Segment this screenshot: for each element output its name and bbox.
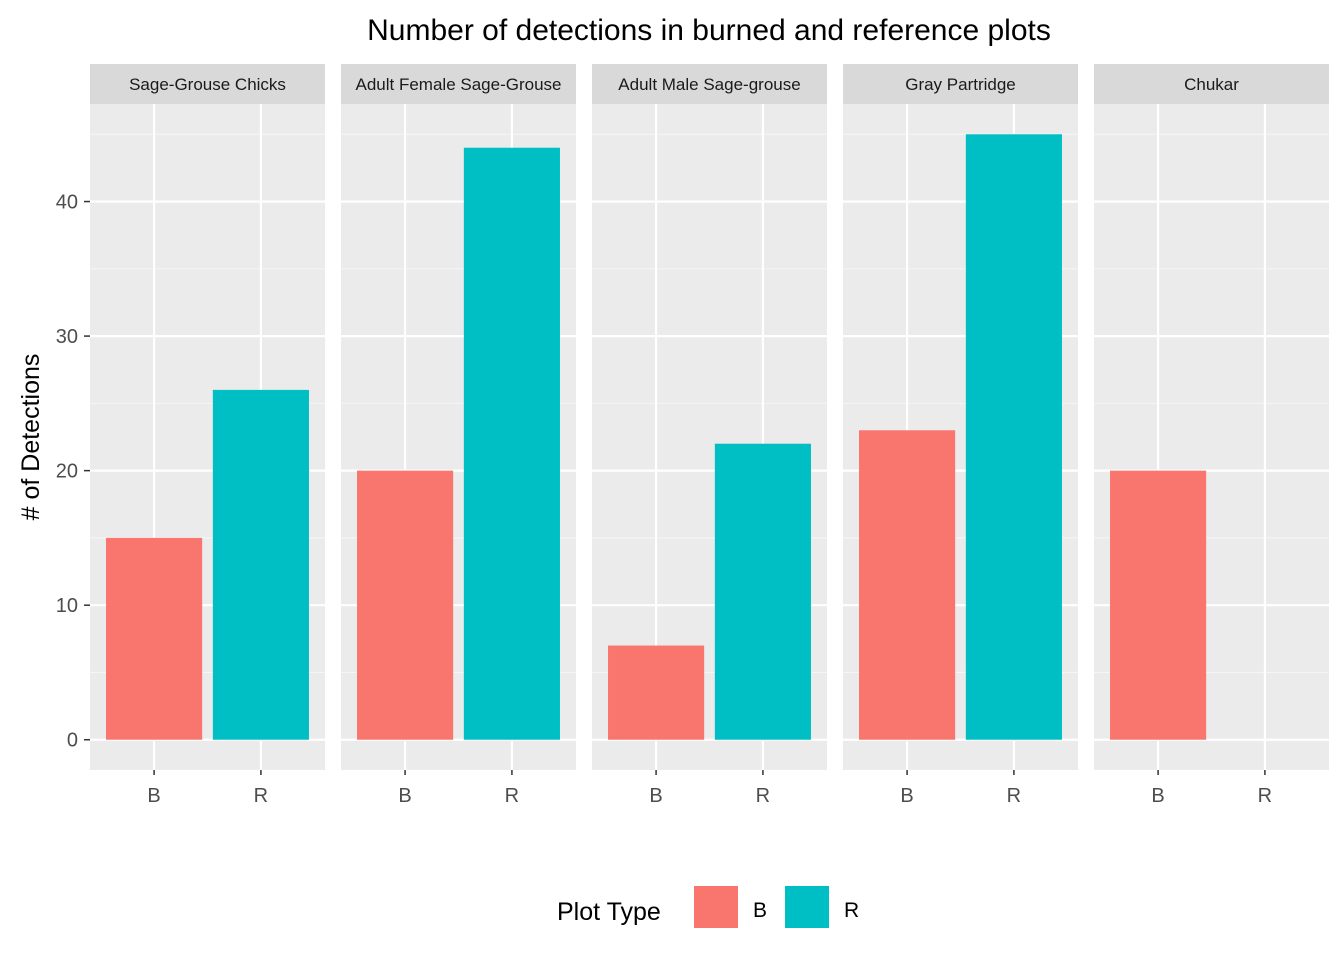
y-tick-label: 20 (56, 461, 78, 483)
bar-R (463, 147, 560, 740)
bar-B (106, 537, 203, 740)
bar-R (212, 389, 309, 740)
x-tick-label: B (900, 785, 913, 807)
x-tick-label: R (505, 785, 519, 807)
bar-B (357, 470, 454, 740)
legend-item-label: B (753, 899, 767, 922)
bar-B (608, 645, 705, 740)
legend-key-R (785, 886, 829, 928)
x-tick-label: R (1007, 785, 1021, 807)
facet-panel: Chukar B R (1094, 64, 1329, 807)
x-tick-label: R (254, 785, 268, 807)
legend-title: Plot Type (557, 898, 661, 926)
facet-strip (843, 64, 1078, 104)
y-tick-label: 10 (56, 595, 78, 617)
x-tick-label: R (1258, 785, 1272, 807)
facet-strip-label: Chukar (1184, 75, 1239, 94)
x-tick-label: B (649, 785, 662, 807)
x-tick-label: R (756, 785, 770, 807)
bar-B (1110, 470, 1207, 740)
chart-title: Number of detections in burned and refer… (367, 14, 1051, 47)
y-tick-label: 0 (67, 730, 78, 752)
facet-panel: Adult Male Sage-grouse B R (592, 64, 827, 807)
facet-strip (1094, 64, 1329, 104)
facet-strip (90, 64, 325, 104)
facet-strip-label: Adult Female Sage-Grouse (356, 75, 562, 94)
facet-strip-label: Adult Male Sage-grouse (618, 75, 800, 94)
x-tick-label: B (147, 785, 160, 807)
facet-strip-label: Gray Partridge (905, 75, 1016, 94)
bar-R (714, 443, 811, 740)
bar-R (965, 134, 1062, 740)
legend: Plot Type B R (557, 886, 859, 928)
legend-item-label: R (844, 899, 859, 922)
y-tick-label: 30 (56, 326, 78, 348)
facet-panel: Gray Partridge B R (843, 64, 1078, 807)
facet-strip (341, 64, 576, 104)
bar-B (859, 430, 956, 740)
facet-strip-label: Sage-Grouse Chicks (129, 75, 286, 94)
x-tick-label: B (398, 785, 411, 807)
y-tick-label: 40 (56, 192, 78, 214)
y-axis: 0 10 20 30 40 (56, 192, 90, 752)
x-tick-label: B (1151, 785, 1164, 807)
facet-panel: Sage-Grouse Chicks B R (90, 64, 325, 807)
facet-strip (592, 64, 827, 104)
y-axis-label: # of Detections (17, 354, 45, 521)
legend-key-B (694, 886, 738, 928)
facet-panel: Adult Female Sage-Grouse B R (341, 64, 576, 807)
